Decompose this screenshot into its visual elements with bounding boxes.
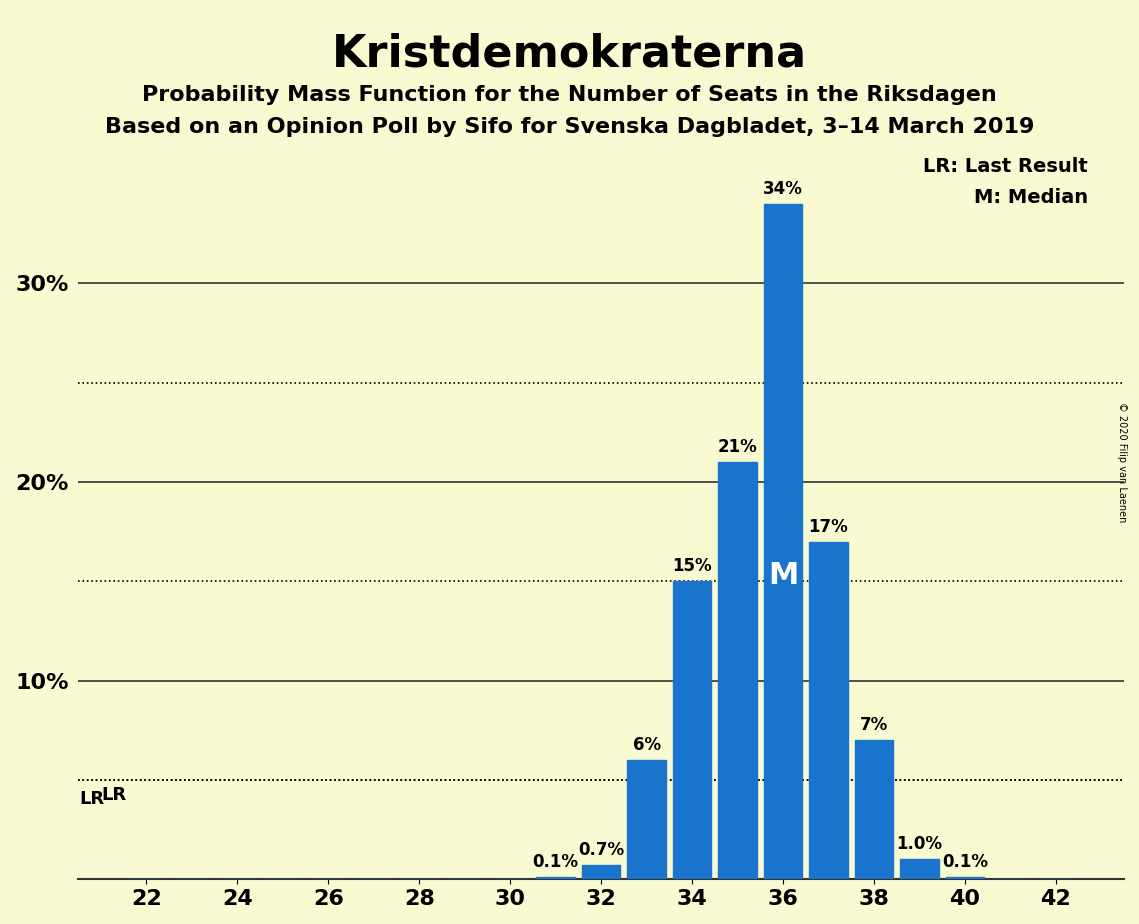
Bar — [945, 877, 984, 880]
Bar — [536, 877, 575, 880]
Text: Based on an Opinion Poll by Sifo for Svenska Dagbladet, 3–14 March 2019: Based on an Opinion Poll by Sifo for Sve… — [105, 117, 1034, 138]
Text: Kristdemokraterna: Kristdemokraterna — [331, 32, 808, 76]
Text: 34%: 34% — [763, 180, 803, 198]
Bar — [719, 462, 756, 880]
Text: 15%: 15% — [672, 557, 712, 576]
Text: 7%: 7% — [860, 716, 888, 735]
Text: 17%: 17% — [809, 517, 849, 536]
Text: LR: LR — [101, 786, 126, 804]
Text: © 2020 Filip van Laenen: © 2020 Filip van Laenen — [1117, 402, 1126, 522]
Bar — [763, 204, 802, 880]
Text: M: M — [768, 561, 798, 590]
Bar — [809, 541, 847, 880]
Text: 21%: 21% — [718, 438, 757, 456]
Bar — [900, 859, 939, 880]
Text: 1.0%: 1.0% — [896, 835, 942, 854]
Text: LR: Last Result: LR: Last Result — [923, 157, 1088, 176]
Bar — [628, 760, 666, 880]
Bar — [854, 740, 893, 880]
Bar — [673, 581, 712, 880]
Text: Probability Mass Function for the Number of Seats in the Riksdagen: Probability Mass Function for the Number… — [142, 85, 997, 105]
Text: 0.7%: 0.7% — [579, 842, 624, 859]
Bar — [582, 866, 621, 880]
Text: 0.1%: 0.1% — [942, 854, 988, 871]
Text: 6%: 6% — [632, 736, 661, 754]
Text: 0.1%: 0.1% — [533, 854, 579, 871]
Text: LR: LR — [80, 790, 105, 808]
Text: M: Median: M: Median — [974, 188, 1088, 207]
